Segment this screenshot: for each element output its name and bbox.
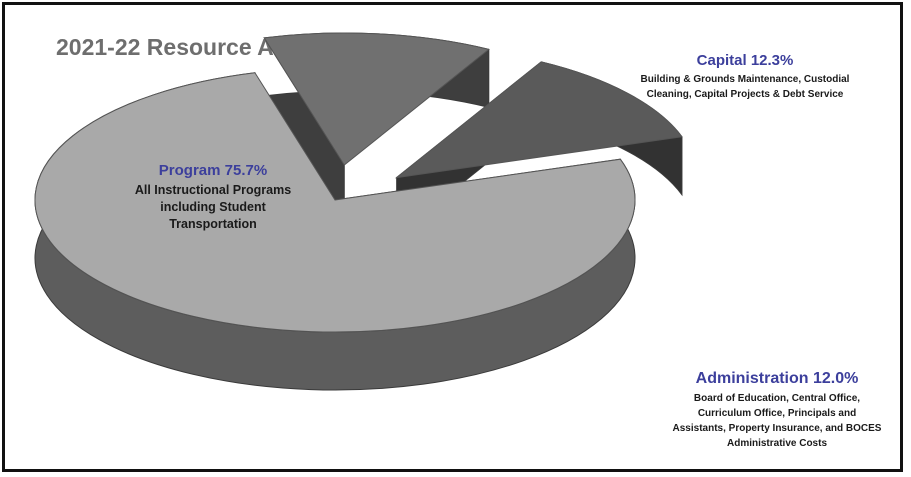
slice-label-administration: Administration 12.0% Board of Education,… bbox=[672, 370, 882, 451]
slice-name-program: Program 75.7% bbox=[158, 162, 268, 179]
slice-description-program: All Instructional Programs including Stu… bbox=[134, 183, 292, 231]
pie-slice-program bbox=[34, 72, 636, 333]
slice-label-capital: Capital 12.3% Building & Grounds Mainten… bbox=[640, 52, 850, 102]
slice-name-administration: Administration 12.0% bbox=[695, 370, 859, 387]
slice-description-administration: Board of Education, Central Office, Curr… bbox=[672, 393, 882, 449]
slice-label-program: Program 75.7% All Instructional Programs… bbox=[118, 162, 308, 233]
slice-description-capital: Building & Grounds Maintenance, Custodia… bbox=[640, 74, 850, 100]
pie-slice-administration bbox=[394, 61, 683, 179]
slice-name-capital: Capital 12.3% bbox=[696, 52, 794, 69]
pie-slice-capital bbox=[263, 32, 490, 166]
